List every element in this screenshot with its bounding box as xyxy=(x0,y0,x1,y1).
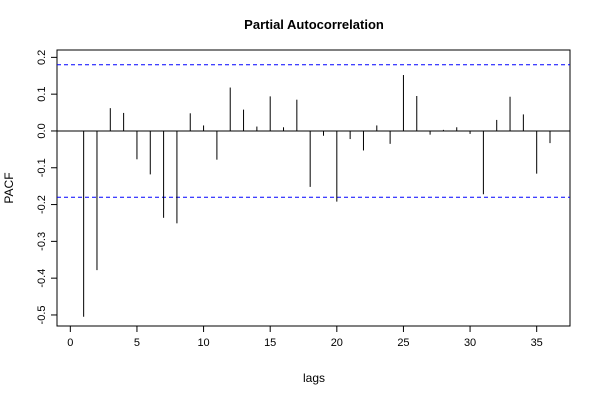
chart-title: Partial Autocorrelation xyxy=(244,17,384,32)
x-tick-label-5: 5 xyxy=(134,337,140,349)
x-tick-label-35: 35 xyxy=(531,337,543,349)
y-tick-label-7: 0.2 xyxy=(36,50,48,65)
x-tick-label-25: 25 xyxy=(397,337,409,349)
y-axis: -0.5 -0.4 -0.3 -0.2 -0.1 0.0 0.1 0.2 xyxy=(36,50,57,324)
x-tick-label-30: 30 xyxy=(464,337,476,349)
plot-frame xyxy=(56,49,571,327)
pacf-bars xyxy=(57,75,570,317)
y-tick-label-2: -0.3 xyxy=(36,232,48,251)
x-tick-label-10: 10 xyxy=(197,337,209,349)
x-tick-label-15: 15 xyxy=(264,337,276,349)
y-tick-label-3: -0.2 xyxy=(36,195,48,214)
y-tick-label-0: -0.5 xyxy=(36,305,48,324)
y-tick-label-4: -0.1 xyxy=(36,158,48,177)
x-axis-title: lags xyxy=(303,371,325,385)
y-tick-label-1: -0.4 xyxy=(36,269,48,288)
x-tick-label-20: 20 xyxy=(331,337,343,349)
x-axis: 0 5 10 15 20 25 30 35 xyxy=(67,326,543,349)
x-tick-label-0: 0 xyxy=(67,337,73,349)
y-tick-label-6: 0.1 xyxy=(36,87,48,102)
confidence-bounds xyxy=(57,64,570,198)
y-axis-title: PACF xyxy=(2,172,16,203)
y-tick-label-5: 0.0 xyxy=(36,123,48,138)
